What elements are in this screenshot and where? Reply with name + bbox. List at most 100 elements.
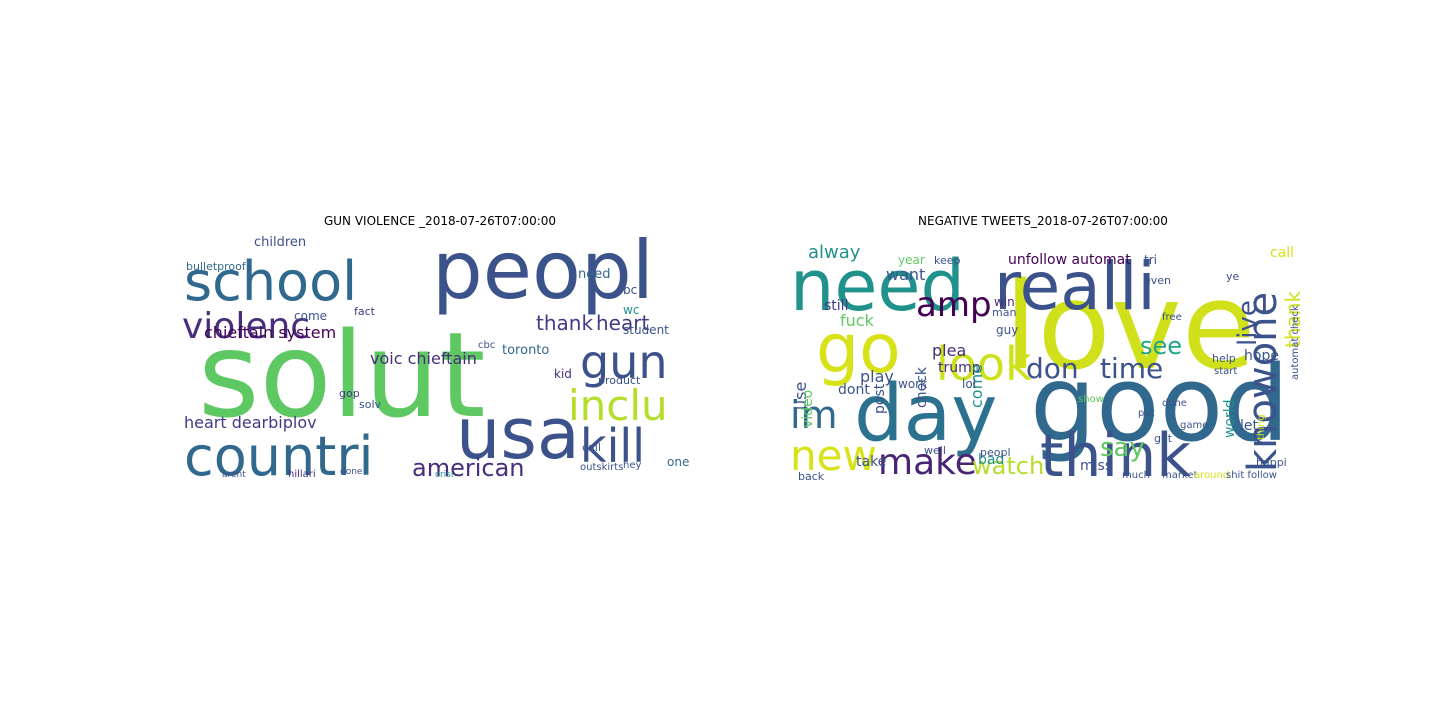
gun-violence-word: gun [580, 335, 668, 389]
left-panel-title: GUN VIOLENCE _2018-07-26T07:00:00 [323, 214, 557, 228]
gun-violence-word: countri [184, 425, 374, 480]
gun-violence-word: need [578, 267, 611, 282]
negative-tweets-word: go [816, 310, 901, 389]
negative-tweets-word: help [1212, 352, 1236, 365]
gun-violence-word: done [340, 467, 363, 477]
negative-tweets-word: done [1162, 398, 1187, 409]
negative-tweets-word: alway [808, 242, 861, 263]
negative-tweets-word: trump [938, 360, 981, 376]
negative-tweets-word: dont [838, 382, 870, 398]
negative-tweets-word: win [994, 295, 1015, 309]
negative-tweets-word: unfollow automat [1008, 252, 1131, 268]
gun-violence-word: one [667, 455, 689, 469]
negative-tweets-word: need [790, 245, 965, 327]
negative-tweets-word: amp [916, 285, 992, 325]
negative-tweets-word: fuck [840, 311, 875, 330]
negative-tweets-word: call [1270, 245, 1294, 261]
gun-violence-word: heart dearbiplov [184, 413, 317, 432]
gun-violence-word: solut [198, 306, 486, 444]
gun-violence-word: chieftain system [204, 323, 336, 342]
gun-violence-word: kill [580, 419, 645, 473]
gun-violence-word: solv [359, 398, 382, 411]
negative-tweets-word: see [1140, 332, 1182, 360]
negative-tweets-word: market [1162, 470, 1198, 480]
negative-tweets-word: love [1004, 258, 1256, 397]
negative-tweets-word: make [878, 442, 977, 480]
gun-violence-word: inclu [568, 381, 668, 430]
negative-tweets-word: live [1233, 300, 1263, 346]
gun-violence-word: violenc [182, 306, 310, 347]
gun-violence-word: crisi [435, 470, 453, 480]
negative-tweets-word: new [790, 431, 877, 480]
gun-violence-word: product [598, 374, 641, 387]
gun-violence-word: heart [596, 311, 649, 335]
gun-violence-word: children [254, 235, 306, 250]
negative-tweets-word: time [1100, 352, 1163, 385]
negative-tweets-word: back [798, 470, 825, 480]
gun-violence-word: wc [623, 303, 639, 317]
negative-tweets-word: automat check [1290, 305, 1300, 380]
negative-tweets-word: year [898, 253, 925, 267]
negative-tweets-word: miss [1080, 458, 1112, 474]
negative-tweets-word: well [924, 444, 946, 457]
gun-violence-word: hillari [288, 469, 316, 480]
gun-violence-word: american [412, 454, 525, 480]
negative-tweets-word: ye [1226, 270, 1240, 283]
gun-violence-word: bc [623, 283, 637, 297]
negative-tweets-word: guy [996, 323, 1018, 337]
right-panel-title: NEGATIVE TWEETS_2018-07-26T07:00:00 [918, 214, 1168, 228]
gun-violence-word: peopl [432, 230, 654, 317]
negative-tweets-word: plea [932, 341, 966, 360]
negative-tweets-wordcloud: love good day need realli go think knowone look a… [786, 230, 1300, 480]
negative-tweets-word: got [1154, 432, 1173, 445]
negative-tweets-word: around [1194, 470, 1229, 480]
gun-violence-word: toronto [502, 343, 549, 358]
negative-tweets-word: play [860, 367, 894, 386]
gun-violence-word: kid [554, 367, 572, 381]
gun-violence-word: call [582, 441, 601, 454]
negative-tweets-word: want [886, 265, 925, 284]
negative-tweets-word: much [1122, 470, 1150, 480]
negative-tweets-word: realli [994, 248, 1156, 325]
negative-tweets-word: free [1162, 312, 1182, 323]
negative-tweets-word: knowone [1240, 292, 1286, 472]
gun-violence-word: bulletproof [186, 260, 247, 273]
negative-tweets-word: even [1144, 274, 1171, 287]
gun-violence-word: usa [456, 393, 580, 475]
gun-violence-word: voic chieftain [370, 349, 477, 368]
gun-violence-word: fact [354, 305, 376, 318]
negative-tweets-word: video [800, 390, 816, 428]
negative-tweets-word: man [992, 306, 1016, 319]
negative-tweets-word: don [1026, 352, 1079, 385]
negative-tweets-word: use [791, 382, 810, 410]
negative-tweets-word: look [936, 337, 1032, 391]
negative-tweets-word: still [824, 298, 848, 314]
gun-violence-word: cbc [478, 340, 495, 351]
negative-tweets-word: check [914, 366, 930, 408]
negative-tweets-word: start [1214, 366, 1237, 377]
negative-tweets-word: show [1078, 394, 1104, 405]
gun-violence-word: gop [339, 387, 360, 400]
gun-violence-word: school [184, 250, 357, 313]
negative-tweets-word: work [898, 377, 927, 391]
negative-tweets-word: bad [978, 452, 1004, 468]
negative-tweets-word: game [1180, 420, 1208, 431]
negative-tweets-word: let [1240, 418, 1259, 434]
negative-tweets-word: keep [934, 254, 961, 267]
negative-tweets-word: im [790, 393, 838, 437]
gun-violence-word: thank [536, 311, 593, 335]
negative-tweets-word: happi [1256, 456, 1287, 469]
negative-tweets-word: say [1100, 433, 1145, 463]
negative-tweets-word: world [1222, 399, 1238, 438]
gun-violence-word: hey [623, 460, 641, 471]
negative-tweets-word: post [872, 383, 888, 414]
gun-violence-wordcloud: solut peopl school countri usa violenc gun incl… [180, 230, 700, 480]
negative-tweets-word: come [967, 364, 986, 408]
negative-tweets-word: thank [1281, 291, 1300, 348]
negative-tweets-word: take [856, 454, 886, 470]
negative-tweets-word: day [854, 369, 997, 459]
negative-tweets-word: good [1030, 343, 1289, 465]
negative-tweets-word: put [1138, 408, 1155, 419]
negative-tweets-word: shit follow [1226, 470, 1277, 480]
negative-tweets-word: hope [1244, 348, 1279, 364]
